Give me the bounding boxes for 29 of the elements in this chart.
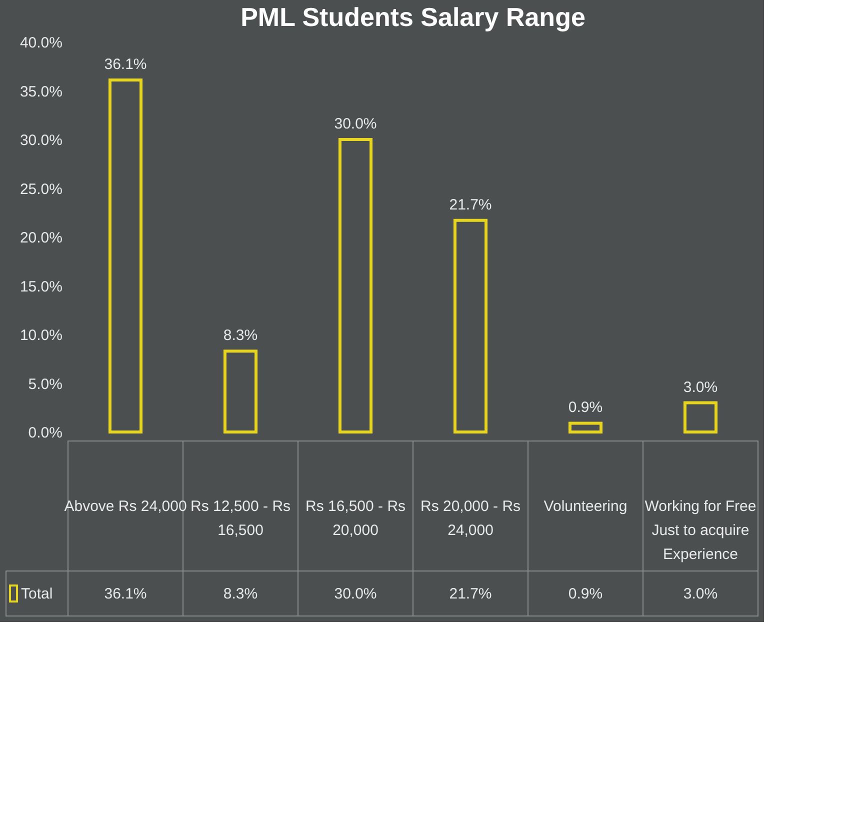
data-label: 3.0% bbox=[683, 586, 718, 602]
legend-label: Total bbox=[21, 586, 53, 602]
y-tick-label: 40.0% bbox=[20, 34, 62, 52]
text: 30.0% bbox=[334, 116, 377, 132]
data-label: 0.9% bbox=[568, 586, 603, 602]
text: 0.9% bbox=[568, 399, 603, 416]
data-label: 30.0% bbox=[334, 586, 377, 602]
data-label: 21.7% bbox=[449, 586, 492, 602]
x-tick-label: Volunteering bbox=[544, 498, 628, 515]
y-tick-label: 20.0% bbox=[20, 230, 62, 246]
y-tick-label: 15.0% bbox=[20, 278, 62, 296]
x-tick-label: Abvove Rs 24,000 bbox=[64, 498, 187, 515]
y-tick-label: 25.0% bbox=[20, 180, 62, 198]
y-tick-label: 5.0% bbox=[28, 376, 62, 393]
data-label: 8.3% bbox=[223, 586, 258, 602]
chart-title: PML Students Salary Range bbox=[240, 2, 586, 32]
x-tick-label: Rs 12,500 - Rs 16,500 bbox=[190, 498, 291, 539]
y-tick-label: 0.0% bbox=[28, 424, 62, 442]
x-tick-label: Rs 16,500 - Rs 20,000 bbox=[305, 498, 406, 539]
data-label: 36.1% bbox=[104, 586, 147, 602]
text: 36.1% bbox=[104, 56, 147, 74]
y-tick-label: 10.0% bbox=[20, 327, 62, 344]
y-tick-label: 35.0% bbox=[20, 83, 62, 100]
text: 21.7% bbox=[449, 196, 492, 214]
text: 8.3% bbox=[223, 327, 258, 344]
text: 3.0% bbox=[683, 378, 718, 396]
x-tick-label: Working for Free Just to acquire Experience bbox=[644, 498, 756, 563]
y-tick-label: 30.0% bbox=[20, 132, 62, 149]
x-tick-label: Rs 20,000 - Rs 24,000 bbox=[420, 498, 521, 539]
